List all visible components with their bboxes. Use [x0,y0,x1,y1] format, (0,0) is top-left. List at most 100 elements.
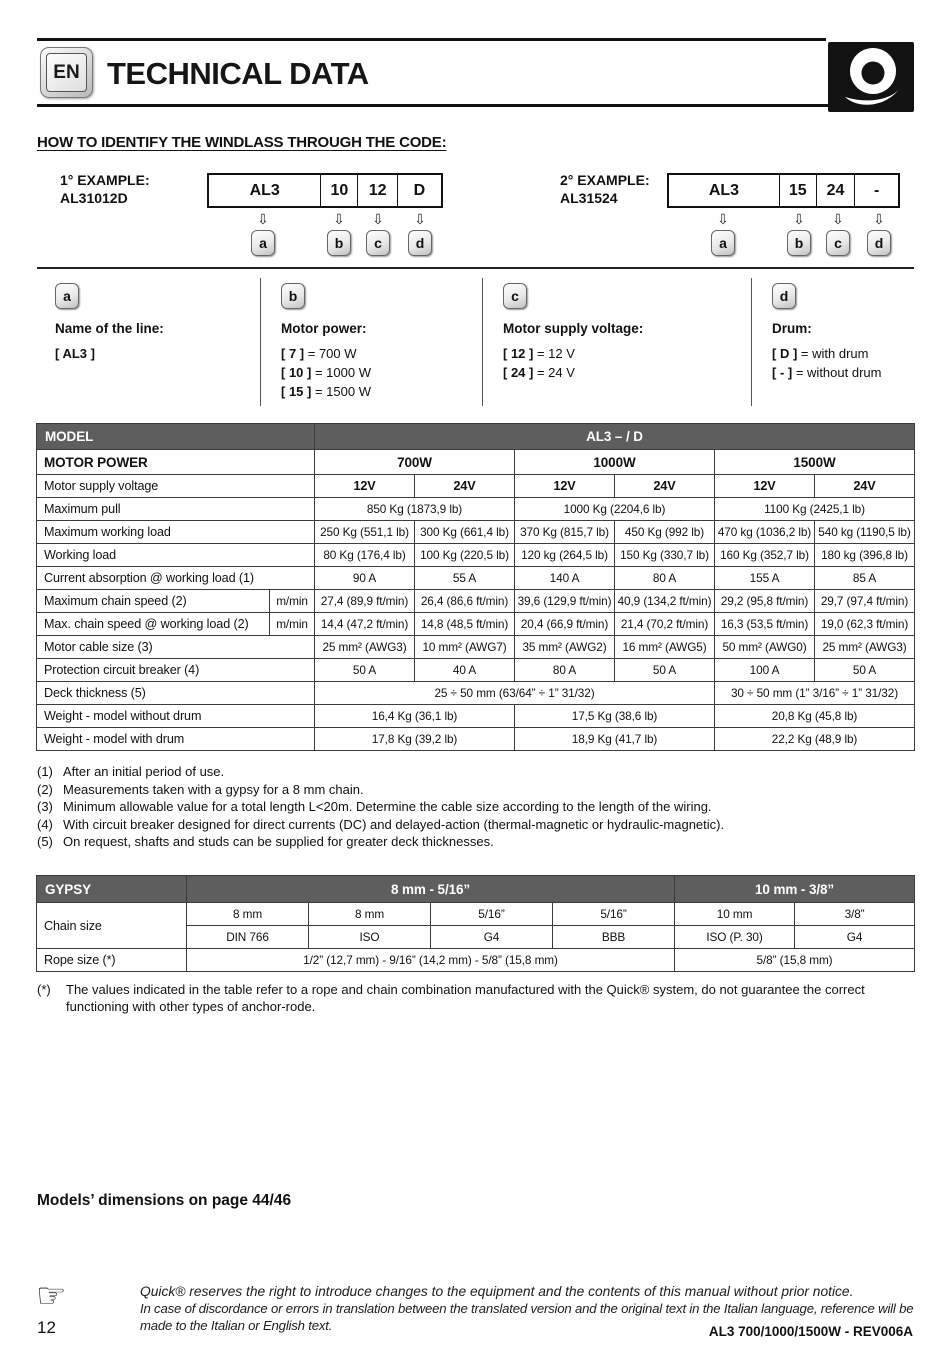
code-segment: - [854,175,898,206]
code-legend: a Name of the line: [ AL3 ] b Motor powe… [37,278,914,406]
legend-line: [ 24 ] = 24 V [503,365,575,380]
table-row-deck-thickness: Deck thickness (5) 25 ÷ 50 mm (63/64” ÷ … [36,681,915,705]
table-row-working-load: Working load 80 Kg (176,4 lb) 100 Kg (22… [36,543,915,567]
table-row-weight-without-drum: Weight - model without drum 16,4 Kg (36,… [36,704,915,728]
code-key-stack: ⇩ d [862,212,896,256]
down-arrow-icon: ⇩ [333,211,345,227]
gypsy-spec-table: GYPSY 8 mm - 5/16” 10 mm - 3/8” Chain si… [36,875,916,972]
keycap-b: b [787,230,811,256]
code-segment: 10 [320,175,357,206]
quick-logo-icon [828,42,914,112]
asterisk-note: (*) The values indicated in the table re… [37,982,865,1014]
example1-code-box: AL3 10 12 D [207,173,443,208]
legend-col-b: b Motor power: [ 7 ] = 700 W [ 10 ] = 10… [260,278,482,406]
disclaimer-line1: Quick® reserves the right to introduce c… [140,1284,854,1299]
model-header-label: MODEL [36,423,315,450]
code-key-stack: ⇩ d [403,212,437,256]
keycap-b: b [327,230,351,256]
table-row-current-absorption: Current absorption @ working load (1) 90… [36,566,915,590]
legend-line: [ 7 ] = 700 W [281,346,357,361]
keycap-d: d [408,230,432,256]
disclaimer: Quick® reserves the right to introduce c… [140,1283,918,1334]
example2-code: AL31524 [560,190,618,206]
keycap-c: c [503,283,527,309]
example2-code-box: AL3 15 24 - [667,173,900,208]
keycap-a: a [251,230,275,256]
legend-line: [ 12 ] = 12 V [503,346,575,361]
dimensions-note: Models’ dimensions on page 44/46 [37,1192,292,1209]
example1-code: AL31012D [60,190,128,206]
footnote-1: (1) After an initial period of use. [37,764,225,779]
legend-line: [ 10 ] = 1000 W [281,365,371,380]
footnote-5: (5) On request, shafts and studs can be s… [37,834,494,849]
keycap-c: c [826,230,850,256]
code-key-stack: ⇩ a [706,212,740,256]
table-row-max-pull: Maximum pull 850 Kg (1873,9 lb) 1000 Kg … [36,497,915,521]
table-row-model: MODEL AL3 – / D [36,423,915,450]
table-row-chain-size: Chain size 8 mm 8 mm 5/16” 5/16” 10 mm 3… [36,902,916,949]
keycap-b: b [281,283,305,309]
legend-heading: Name of the line: [55,321,164,336]
language-badge: EN [40,47,93,98]
code-segment: 12 [357,175,396,206]
page-title: TECHNICAL DATA [107,56,369,91]
down-arrow-icon: ⇩ [414,211,426,227]
pointing-hand-icon: ☞ [36,1277,67,1315]
table-row-rope-size: Rope size (*) 1/2” (12,7 mm) - 9/16” (14… [36,948,916,972]
table-row-max-chain-speed-working-load: Max. chain speed @ working load (2) m/mi… [36,612,915,636]
table-row-gypsy-header: GYPSY 8 mm - 5/16” 10 mm - 3/8” [36,875,916,903]
legend-heading: Motor power: [281,321,367,336]
legend-line: [ AL3 ] [55,346,95,361]
legend-line: [ D ] = with drum [772,346,869,361]
section-heading: HOW TO IDENTIFY THE WINDLASS THROUGH THE… [37,134,447,151]
legend-col-a: a Name of the line: [ AL3 ] [37,278,260,406]
down-arrow-icon: ⇩ [257,211,269,227]
code-key-stack: ⇩ c [821,212,855,256]
section-divider [37,267,914,269]
down-arrow-icon: ⇩ [717,211,729,227]
model-header-value: AL3 – / D [314,423,915,450]
legend-heading: Motor supply voltage: [503,321,644,336]
keycap-d: d [867,230,891,256]
code-key-stack: ⇩ b [782,212,816,256]
header-rule-bottom [37,104,914,107]
header-rule-top [37,38,826,41]
down-arrow-icon: ⇩ [793,211,805,227]
document-reference: AL3 700/1000/1500W - REV006A [708,1324,913,1339]
table-row-motor-cable-size: Motor cable size (3) 25 mm² (AWG3) 10 mm… [36,635,915,659]
keycap-c: c [366,230,390,256]
table-row-chain-standard: DIN 766 ISO G4 BBB ISO (P. 30) G4 [37,925,916,949]
model-spec-table: MODEL AL3 – / D MOTOR POWER 700W 1000W 1… [36,423,915,751]
code-key-stack: ⇩ a [246,212,280,256]
table-row-max-chain-speed: Maximum chain speed (2) m/min 27,4 (89,9… [36,589,915,613]
table-row-voltage: Motor supply voltage 12V 24V 12V 24V 12V… [36,474,915,498]
code-segment: D [396,175,441,206]
table-row-max-working-load: Maximum working load 250 Kg (551,1 lb) 3… [36,520,915,544]
legend-line: [ - ] = without drum [772,365,882,380]
keycap-a: a [55,283,79,309]
example2-label-line1: 2° EXAMPLE: [560,172,650,188]
language-badge-label: EN [46,53,87,92]
footnote-2: (2) Measurements taken with a gypsy for a… [37,781,364,797]
disclaimer-line2: In case of discordance or errors in tran… [140,1301,914,1333]
code-segment: 15 [778,175,816,206]
example1-label-line1: 1° EXAMPLE: [60,172,150,188]
code-segment: AL3 [708,181,740,199]
code-segment: 24 [815,175,855,206]
footnote-3: (3) Minimum allowable value for a total l… [37,799,712,814]
table-row-weight-with-drum: Weight - model with drum 17,8 Kg (39,2 l… [36,727,915,751]
down-arrow-icon: ⇩ [372,211,384,227]
table-row-motor-power: MOTOR POWER 700W 1000W 1500W [36,449,915,475]
legend-col-d: d Drum: [ D ] = with drum [ - ] = withou… [751,278,914,406]
down-arrow-icon: ⇩ [832,211,844,227]
page-number: 12 [37,1318,56,1337]
footnotes: (1) After an initial period of use. (2) Me… [37,763,917,851]
code-key-stack: ⇩ c [361,212,395,256]
footnote-4: (4) With circuit breaker designed for dir… [37,816,725,832]
example2-label: 2° EXAMPLE: AL31524 [560,171,650,207]
example1-label: 1° EXAMPLE: AL31012D [60,171,150,207]
code-segment: AL3 [249,181,280,199]
legend-line: [ 15 ] = 1500 W [281,384,371,399]
code-key-stack: ⇩ b [322,212,356,256]
